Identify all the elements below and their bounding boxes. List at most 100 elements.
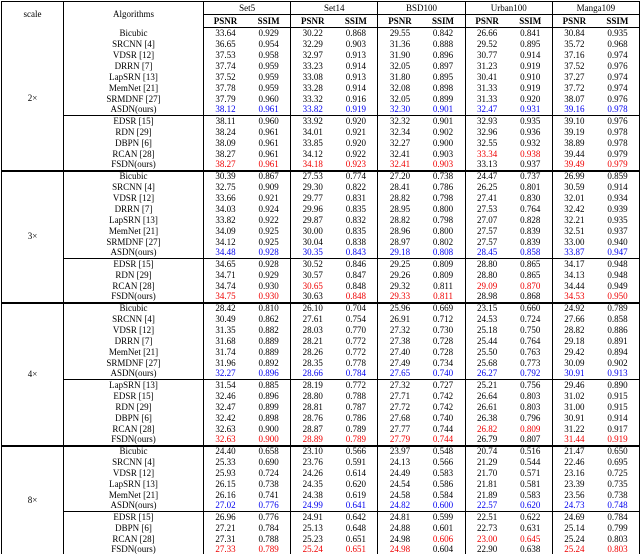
metric-value: 0.948 [595, 258, 640, 270]
second-best-value: 0.913 [607, 368, 628, 379]
metric-value: 0.914 [345, 82, 366, 93]
second-best-value: 0.641 [345, 500, 366, 511]
algorithm-name: SRMDNF [27] [63, 236, 204, 248]
metric-value: 0.961 [258, 148, 279, 159]
metric-value: 30.91 [551, 412, 596, 424]
metric-value: 0.734 [432, 357, 454, 368]
metric-value: 0.756 [508, 379, 553, 391]
metric-value: 0.516 [508, 444, 553, 457]
metric-value: 0.742 [432, 401, 454, 412]
algorithm-name: FSDN(ours) [63, 434, 204, 446]
table-row: VDSR [12] 37.53 0.958 32.97 0.913 31.90 0.896 3… [2, 49, 640, 61]
second-best-value: 0.808 [432, 247, 454, 258]
metric-value: 24.91 [290, 511, 335, 523]
metric-value: 29.30 [290, 181, 335, 193]
metric-value: 0.728 [432, 335, 454, 346]
second-best-value: 0.784 [345, 368, 366, 379]
metric-value: 0.586 [432, 478, 454, 489]
scale-label: 8× [1, 444, 64, 554]
metric-value: 0.835 [345, 225, 366, 236]
metric-value: 0.913 [345, 49, 366, 60]
metric-value: 0.776 [247, 511, 291, 523]
metric-value: 0.773 [520, 357, 541, 368]
best-value: 0.606 [432, 533, 454, 544]
metric-value: 0.811 [433, 280, 454, 291]
metric-value: 33.82 [203, 214, 248, 226]
metric-value: 30.09 [551, 357, 596, 369]
table-row: 2× Bicubic 33.64 0.929 30.22 0.868 29.55 0.842 2… [2, 27, 640, 103]
metric-value: 28.95 [377, 203, 422, 215]
metric-value: 0.935 [607, 27, 628, 38]
metric-value: 37.52 [203, 71, 248, 83]
metric-value: 0.583 [432, 467, 454, 478]
metric-value: 0.803 [520, 390, 541, 401]
metric-value: 0.803 [607, 533, 628, 544]
psnr-header: PSNR [464, 14, 509, 28]
best-value: 28.89 [290, 434, 335, 446]
table-row: DRRN [7] 34.03 0.924 29.96 0.835 28.95 0.800 27… [2, 203, 640, 215]
table-row: DBPN [6] 32.42 0.898 28.76 0.786 27.68 0.740 26… [2, 412, 640, 424]
metric-value: 0.839 [520, 225, 541, 236]
best-value: 0.809 [520, 423, 541, 434]
metric-value: 0.939 [607, 203, 628, 214]
metric-value: 0.902 [432, 126, 454, 137]
metric-value: 0.935 [607, 214, 628, 225]
metric-value: 34.03 [203, 203, 248, 215]
scale-label: 4× [1, 301, 64, 446]
metric-value: 32.42 [203, 412, 248, 424]
metric-value: 0.658 [247, 444, 291, 457]
ssim-header: SSIM [508, 14, 553, 28]
metric-value: 30.52 [290, 258, 335, 270]
metric-value: 0.932 [520, 137, 541, 148]
algorithm-name: MemNet [21] [63, 82, 204, 94]
metric-value: 37.74 [203, 60, 248, 72]
metric-value: 32.34 [377, 126, 422, 138]
psnr-header: PSNR [290, 14, 335, 28]
metric-value: 31.00 [551, 401, 596, 413]
algorithm-name: EDSR [15] [63, 390, 204, 402]
metric-value: 24.49 [377, 467, 422, 479]
metric-value: 0.902 [607, 357, 628, 368]
best-value: 0.651 [345, 544, 366, 554]
metric-value: 0.954 [258, 38, 279, 49]
ssim-header: SSIM [595, 14, 640, 28]
metric-value: 27.07 [464, 214, 509, 226]
metric-value: 21.70 [464, 467, 509, 479]
metric-value: 27.49 [377, 357, 422, 369]
metric-value: 0.839 [520, 236, 541, 247]
metric-value: 0.788 [345, 390, 366, 401]
metric-value: 0.868 [345, 27, 366, 38]
metric-value: 26.15 [203, 478, 248, 490]
metric-value: 25.44 [464, 335, 509, 347]
algorithm-name: DBPN [6] [63, 522, 204, 534]
best-value: 0.919 [607, 434, 628, 444]
metric-value: 33.00 [551, 236, 596, 248]
table-row: VDSR [12] 31.35 0.882 28.03 0.770 27.32 0.730 2… [2, 324, 640, 336]
metric-value: 31.36 [377, 38, 422, 50]
metric-value: 0.774 [334, 169, 378, 182]
metric-value: 0.742 [432, 390, 454, 401]
metric-value: 0.695 [607, 456, 628, 467]
metric-value: 0.930 [258, 280, 279, 291]
metric-value: 0.935 [508, 115, 553, 127]
best-value: 0.789 [258, 544, 279, 554]
metric-value: 29.96 [290, 203, 335, 215]
algorithm-name: LapSRN [13] [63, 214, 204, 226]
algorithm-name: FSDN(ours) [63, 544, 204, 554]
metric-value: 31.54 [203, 379, 248, 391]
metric-value: 0.622 [508, 511, 553, 523]
metric-value: 29.25 [377, 258, 422, 270]
scale-label: 3× [1, 169, 64, 303]
metric-value: 0.809 [432, 269, 454, 280]
metric-value: 0.841 [520, 27, 541, 38]
metric-value: 24.81 [377, 511, 422, 523]
metric-value: 32.01 [551, 192, 596, 204]
algorithm-name: VDSR [12] [63, 49, 204, 61]
metric-value: 37.79 [203, 93, 248, 105]
second-best-value: 0.748 [607, 500, 628, 511]
metric-value: 34.17 [551, 258, 596, 270]
second-best-value: 0.928 [258, 247, 279, 258]
metric-value: 25.93 [203, 467, 248, 479]
metric-value: 0.974 [607, 82, 628, 93]
metric-value: 38.11 [203, 115, 248, 127]
